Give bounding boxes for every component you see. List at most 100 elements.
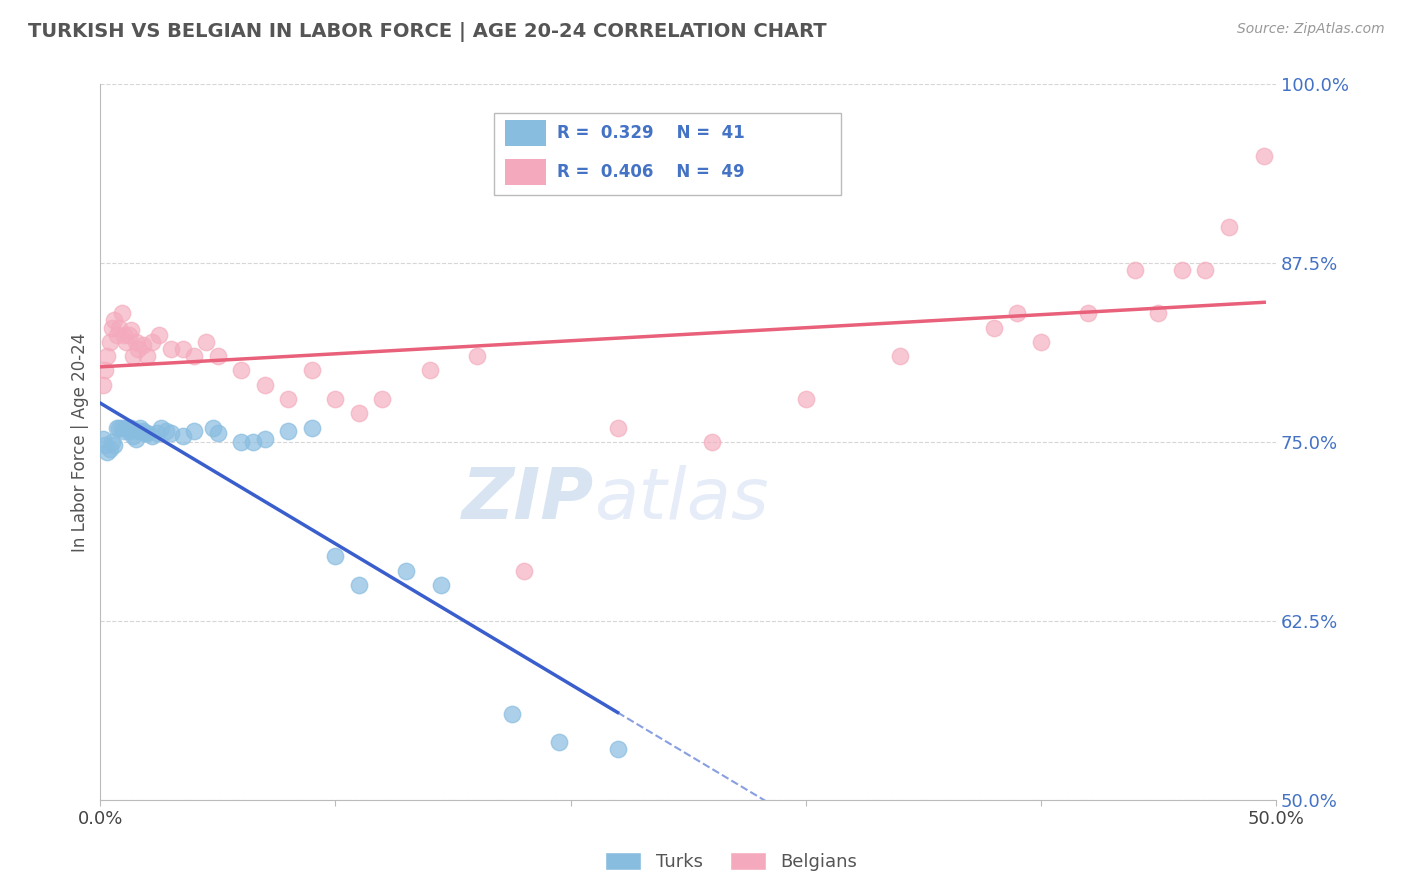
Point: [547, 735, 569, 749]
Point: [1253, 149, 1275, 163]
Point: [983, 320, 1005, 334]
Point: [155, 424, 177, 438]
Point: [127, 424, 149, 438]
Point: [103, 438, 125, 452]
FancyBboxPatch shape: [494, 113, 841, 195]
FancyBboxPatch shape: [505, 120, 546, 146]
Point: [1007, 306, 1029, 320]
Point: [606, 420, 628, 434]
Point: [277, 424, 299, 438]
Point: [131, 337, 153, 351]
Point: [146, 426, 169, 441]
Point: [96, 349, 118, 363]
Point: [325, 549, 347, 564]
Point: [131, 424, 153, 438]
FancyBboxPatch shape: [505, 159, 546, 186]
Point: [253, 377, 276, 392]
Point: [207, 426, 229, 441]
Point: [122, 429, 145, 443]
Point: [150, 420, 173, 434]
Point: [242, 434, 264, 449]
Point: [96, 445, 118, 459]
Point: [301, 363, 323, 377]
Point: [172, 429, 194, 443]
Point: [148, 327, 170, 342]
Point: [112, 327, 135, 342]
Point: [117, 327, 139, 342]
Point: [430, 578, 453, 592]
Point: [253, 432, 276, 446]
Point: [105, 420, 128, 434]
Point: [794, 392, 817, 406]
Point: [700, 434, 723, 449]
Text: R =  0.406    N =  49: R = 0.406 N = 49: [557, 163, 744, 181]
Y-axis label: In Labor Force | Age 20-24: In Labor Force | Age 20-24: [72, 333, 89, 551]
Point: [136, 349, 159, 363]
Legend: Turks, Belgians: Turks, Belgians: [598, 845, 865, 879]
Point: [347, 578, 370, 592]
Point: [606, 742, 628, 756]
Point: [124, 334, 146, 349]
Point: [371, 392, 394, 406]
Point: [124, 432, 146, 446]
Point: [889, 349, 911, 363]
Point: [347, 406, 370, 420]
Point: [129, 420, 152, 434]
Point: [501, 706, 523, 721]
Point: [115, 334, 138, 349]
Text: TURKISH VS BELGIAN IN LABOR FORCE | AGE 20-24 CORRELATION CHART: TURKISH VS BELGIAN IN LABOR FORCE | AGE …: [28, 22, 827, 42]
Point: [101, 320, 124, 334]
Point: [120, 323, 142, 337]
Point: [1029, 334, 1052, 349]
Point: [172, 342, 194, 356]
Point: [94, 363, 117, 377]
Point: [108, 420, 131, 434]
Point: [122, 349, 145, 363]
Point: [110, 420, 132, 434]
Point: [1171, 263, 1194, 277]
Point: [231, 363, 253, 377]
Point: [1194, 263, 1216, 277]
Point: [512, 564, 534, 578]
Point: [98, 334, 121, 349]
Point: [231, 434, 253, 449]
Point: [277, 392, 299, 406]
Point: [110, 306, 132, 320]
Point: [91, 377, 114, 392]
Point: [134, 426, 156, 441]
Point: [195, 334, 218, 349]
Point: [301, 420, 323, 434]
Point: [98, 442, 121, 457]
Point: [141, 429, 163, 443]
Point: [91, 432, 114, 446]
Point: [115, 420, 138, 434]
Point: [160, 342, 183, 356]
Point: [101, 434, 124, 449]
Point: [112, 424, 135, 438]
Point: [105, 327, 128, 342]
Point: [1123, 263, 1146, 277]
Point: [395, 564, 418, 578]
Point: [207, 349, 229, 363]
Point: [160, 426, 183, 441]
Point: [325, 392, 347, 406]
Text: ZIP: ZIP: [461, 465, 595, 533]
Point: [136, 426, 159, 441]
Point: [1147, 306, 1170, 320]
Point: [117, 424, 139, 438]
Point: [94, 438, 117, 452]
Point: [465, 349, 488, 363]
Point: [120, 420, 142, 434]
Point: [418, 363, 440, 377]
Text: R =  0.329    N =  41: R = 0.329 N = 41: [557, 124, 744, 142]
Point: [1218, 220, 1240, 235]
Point: [141, 334, 163, 349]
Point: [127, 342, 149, 356]
Point: [103, 313, 125, 327]
Point: [183, 424, 205, 438]
Text: Source: ZipAtlas.com: Source: ZipAtlas.com: [1237, 22, 1385, 37]
Point: [183, 349, 205, 363]
Point: [1077, 306, 1099, 320]
Point: [202, 420, 225, 434]
Text: atlas: atlas: [595, 465, 769, 533]
